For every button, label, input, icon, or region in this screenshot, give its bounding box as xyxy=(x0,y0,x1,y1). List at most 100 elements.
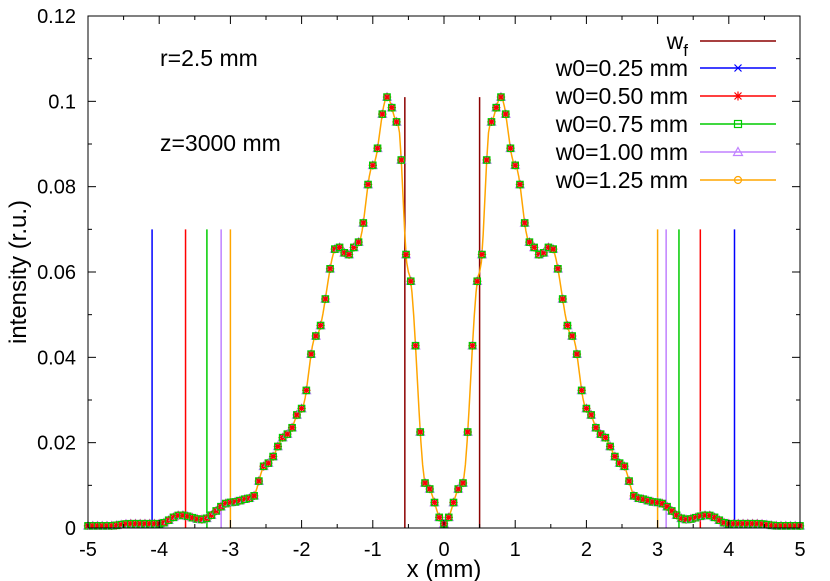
data-point-star-19 xyxy=(174,511,183,520)
data-point-star-4 xyxy=(102,521,112,531)
data-point-star-5 xyxy=(107,521,116,530)
data-point-square-86 xyxy=(492,103,501,112)
data-point-star-21 xyxy=(183,512,192,521)
data-point-star-24 xyxy=(197,515,207,524)
data-point-square-36 xyxy=(255,477,263,485)
data-point-star-131 xyxy=(705,511,714,520)
data-point-star-66 xyxy=(397,155,406,165)
data-point-star-147 xyxy=(781,521,790,531)
data-point-star-107 xyxy=(591,423,601,432)
y-tick-label-3: 0.06 xyxy=(37,262,76,284)
data-point-square-64 xyxy=(387,103,396,112)
data-point-square-84 xyxy=(482,156,491,164)
data-point-star-7 xyxy=(117,520,126,529)
data-point-star-100 xyxy=(558,294,567,304)
data-point-star-83 xyxy=(477,250,487,259)
data-point-star-96 xyxy=(539,248,548,257)
legend-marker-2 xyxy=(733,91,743,101)
data-point-square-103 xyxy=(573,350,581,358)
data-point-square-39 xyxy=(269,452,277,461)
y-tick-label-6: 0.12 xyxy=(37,6,76,28)
data-point-square-26 xyxy=(207,511,216,520)
data-point-star-140 xyxy=(748,519,757,528)
data-point-star-97 xyxy=(544,243,553,252)
data-point-square-88 xyxy=(501,110,510,118)
y-tick-label-5: 0.1 xyxy=(48,91,76,113)
data-point-square-59 xyxy=(364,180,372,189)
data-point-star-146 xyxy=(776,521,786,531)
data-point-square-66 xyxy=(397,156,406,164)
data-point-square-35 xyxy=(250,492,258,500)
data-point-star-149 xyxy=(791,521,800,531)
data-point-square-43 xyxy=(288,423,296,432)
data-point-star-47 xyxy=(306,349,316,359)
data-point-star-17 xyxy=(164,516,173,525)
data-point-star-48 xyxy=(311,331,320,341)
x-axis-title: x (mm) xyxy=(407,556,482,581)
y-tick-label-0: 0 xyxy=(65,518,76,540)
legend-marker-3 xyxy=(733,119,743,129)
data-point-star-76 xyxy=(444,513,453,522)
data-point-star-115 xyxy=(629,491,639,501)
data-point-star-108 xyxy=(596,429,605,439)
data-point-star-34 xyxy=(245,494,254,503)
data-point-star-142 xyxy=(757,519,767,529)
data-point-star-56 xyxy=(349,243,358,252)
data-point-star-79 xyxy=(458,478,468,488)
annotation-distance: z=3000 mm xyxy=(160,130,281,156)
data-point-square-56 xyxy=(350,243,358,252)
x-tick-label-5: 0 xyxy=(438,539,449,561)
data-point-star-52 xyxy=(330,244,339,254)
data-point-star-78 xyxy=(454,484,463,494)
data-point-square-93 xyxy=(525,238,534,246)
data-point-star-46 xyxy=(302,386,311,395)
data-point-star-20 xyxy=(178,511,188,520)
x-tick-label-3: -2 xyxy=(293,539,311,561)
data-point-square-102 xyxy=(568,332,576,340)
x-tick-label-2: -3 xyxy=(222,539,240,561)
data-point-square-40 xyxy=(274,442,282,451)
x-tick-label-0: -5 xyxy=(79,539,97,561)
data-point-star-9 xyxy=(126,519,135,528)
data-point-square-98 xyxy=(549,245,557,253)
data-point-star-122 xyxy=(662,502,672,511)
data-point-star-103 xyxy=(572,349,582,359)
data-point-star-74 xyxy=(435,513,444,522)
data-point-star-1 xyxy=(88,521,97,531)
data-point-star-39 xyxy=(268,452,278,461)
data-point-star-61 xyxy=(373,144,382,153)
data-point-star-43 xyxy=(287,423,297,432)
legend-marker-1 xyxy=(734,64,742,72)
data-point-star-94 xyxy=(530,243,539,252)
data-point-square-91 xyxy=(516,180,524,189)
data-point-square-79 xyxy=(459,479,467,487)
data-point-star-118 xyxy=(643,496,653,505)
data-point-star-110 xyxy=(605,442,615,451)
data-point-square-77 xyxy=(449,498,458,507)
data-point-square-76 xyxy=(444,513,453,522)
data-point-star-120 xyxy=(653,498,662,507)
legend-marker-4 xyxy=(732,146,744,157)
data-point-star-27 xyxy=(212,506,221,516)
data-point-star-31 xyxy=(230,497,240,507)
data-point-square-104 xyxy=(577,386,586,395)
data-point-star-101 xyxy=(563,321,572,330)
data-point-star-121 xyxy=(658,499,667,508)
data-point-square-83 xyxy=(478,250,486,259)
data-point-square-47 xyxy=(307,350,315,358)
data-point-star-73 xyxy=(430,498,439,507)
data-point-star-33 xyxy=(240,495,249,504)
data-point-star-124 xyxy=(672,511,681,520)
data-point-square-65 xyxy=(392,118,401,126)
x-tick-label-6: 1 xyxy=(510,539,521,561)
y-axis-title: intensity (r.u.) xyxy=(5,200,32,344)
data-point-star-50 xyxy=(321,294,330,304)
data-point-star-145 xyxy=(772,521,781,530)
data-point-star-93 xyxy=(525,237,534,247)
data-point-star-143 xyxy=(762,520,771,529)
data-point-star-58 xyxy=(359,218,368,228)
data-point-star-95 xyxy=(534,250,544,259)
x-tick-label-4: -1 xyxy=(364,539,382,561)
